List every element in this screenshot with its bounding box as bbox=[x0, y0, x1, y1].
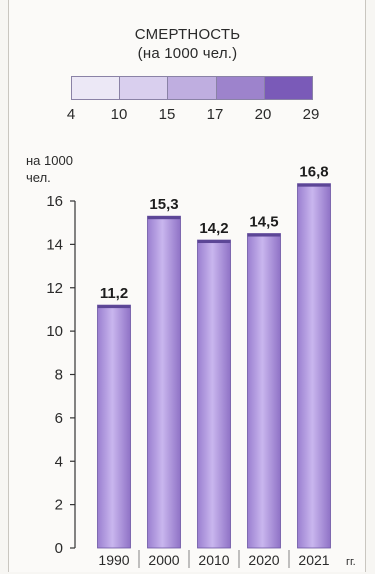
y-axis-label-line2: чел. bbox=[26, 170, 51, 185]
legend-title: СМЕРТНОСТЬ bbox=[134, 26, 241, 43]
x-tick-label: 1990 bbox=[98, 552, 129, 568]
y-tick-label: 10 bbox=[46, 323, 63, 340]
x-axis-unit: гг. bbox=[346, 556, 356, 568]
legend-tick: 4 bbox=[66, 106, 76, 123]
y-tick-label: 2 bbox=[55, 497, 63, 514]
legend-swatch bbox=[264, 77, 313, 99]
y-tick-label: 4 bbox=[55, 453, 63, 470]
legend-swatch bbox=[216, 77, 265, 99]
bar-top-edge bbox=[247, 233, 281, 237]
bar bbox=[147, 215, 181, 549]
legend-swatch bbox=[72, 77, 121, 99]
bar bbox=[247, 233, 281, 549]
legend-color-scale bbox=[71, 76, 313, 100]
y-tick-label: 16 bbox=[46, 193, 63, 210]
bar-top-edge bbox=[97, 305, 131, 309]
bar bbox=[97, 304, 131, 549]
legend-tick: 20 bbox=[254, 106, 272, 123]
legend-subtitle: (на 1000 чел.) bbox=[137, 45, 238, 62]
bar-value-label: 14,2 bbox=[199, 220, 228, 237]
y-tick-label: 8 bbox=[55, 367, 63, 384]
bar-top-edge bbox=[147, 216, 181, 220]
legend-swatch bbox=[168, 77, 217, 99]
bar-value-label: 15,3 bbox=[149, 196, 178, 213]
legend-tick: 17 bbox=[206, 106, 224, 123]
x-tick-label: 2021 bbox=[298, 552, 329, 568]
y-tick-label: 0 bbox=[55, 540, 63, 557]
bar-value-label: 16,8 bbox=[299, 164, 328, 181]
bar-value-label: 14,5 bbox=[249, 214, 278, 231]
x-tick-label: 2000 bbox=[148, 552, 179, 568]
bar bbox=[297, 183, 331, 549]
bar bbox=[197, 239, 231, 549]
bar-top-edge bbox=[197, 240, 231, 244]
y-tick-label: 14 bbox=[46, 236, 63, 253]
legend-tick: 10 bbox=[110, 106, 128, 123]
bar-value-label: 11,2 bbox=[100, 285, 128, 302]
legend-tick: 15 bbox=[158, 106, 176, 123]
y-tick-label: 12 bbox=[46, 280, 63, 297]
y-tick-label: 6 bbox=[55, 410, 63, 427]
legend-tick: 29 bbox=[302, 106, 320, 123]
y-axis-label: на 1000 чел. bbox=[26, 152, 73, 186]
y-axis-label-line1: на 1000 bbox=[26, 153, 73, 168]
bar-top-edge bbox=[297, 183, 331, 187]
x-tick-label: 2020 bbox=[248, 552, 279, 568]
x-tick-label: 2010 bbox=[198, 552, 229, 568]
legend-swatch bbox=[120, 77, 169, 99]
